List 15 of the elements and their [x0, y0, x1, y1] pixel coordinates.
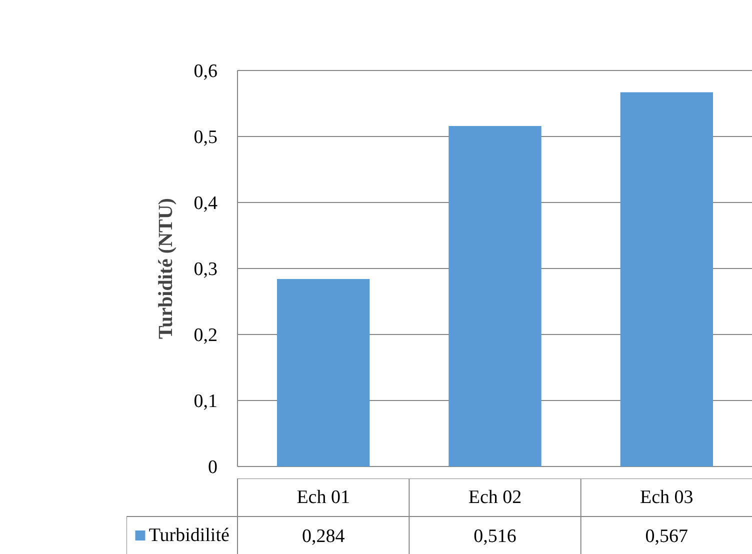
y-axis-title: Turbidité (NTU) [154, 198, 177, 339]
data-label: 0,567 [645, 526, 688, 547]
data-label: 0,516 [474, 526, 516, 547]
y-tick-label: 0,2 [194, 325, 218, 346]
data-label: 0,284 [302, 526, 346, 547]
y-tick-label: 0,1 [194, 391, 218, 412]
x-tick-label: Ech 03 [640, 487, 694, 508]
y-tick-label: 0,3 [194, 259, 218, 280]
y-tick-label: 0 [208, 457, 218, 478]
x-tick-label: Ech 01 [296, 487, 350, 508]
x-tick-label: Ech 02 [468, 487, 522, 508]
y-tick-label: 0,4 [194, 193, 218, 214]
y-tick-label: 0,6 [194, 61, 218, 82]
legend-label: Turbidilité [148, 525, 230, 546]
y-tick-label: 0,5 [194, 127, 218, 148]
